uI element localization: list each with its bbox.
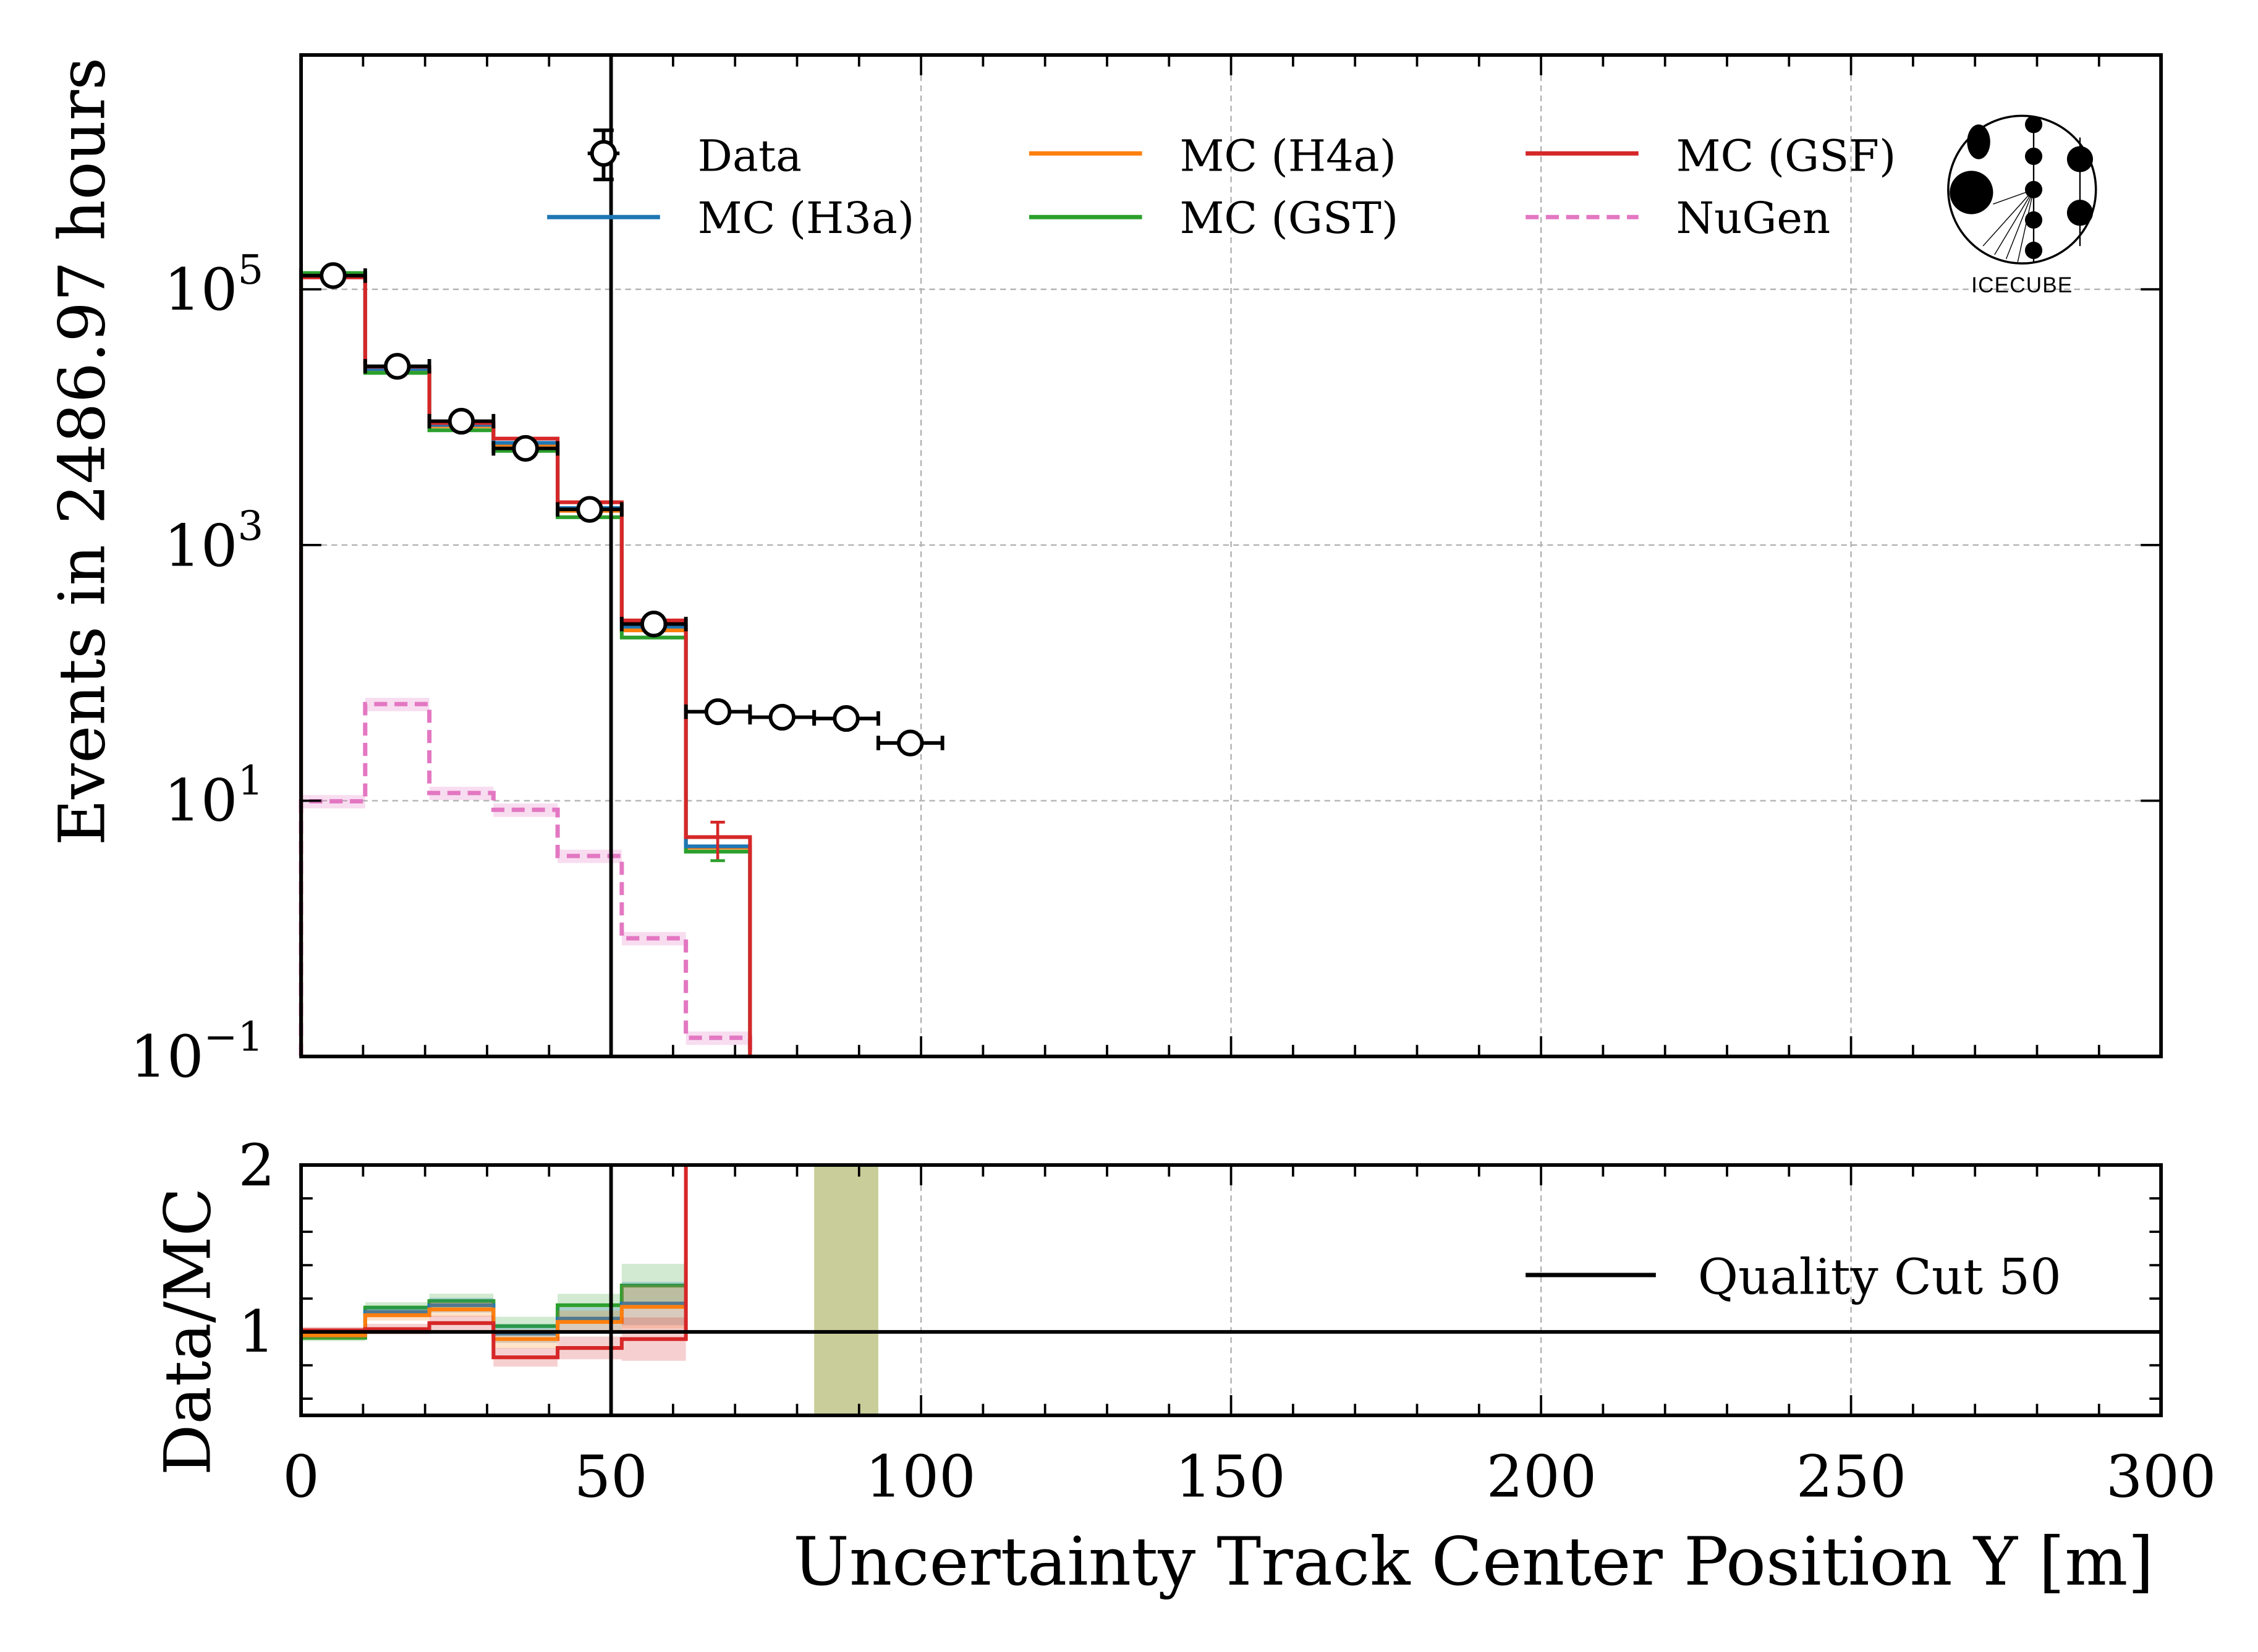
main-legend: Data MC (H3a) MC (H4a) MC (GST) MC (GSF)… [547,128,1896,244]
uncertainty-band [429,786,494,800]
ratio-grid [610,1165,1852,1416]
ratio-y-axis-label: Data/MC [151,1187,226,1475]
data-point [704,698,732,726]
data-point [512,434,539,462]
legend-label: MC (H3a) [698,193,915,244]
ratio-legend: Quality Cut 50 [1526,1248,2061,1305]
legend-entry-nugen: NuGen [1526,193,1830,244]
x-tick-label: 250 [1796,1443,1907,1510]
legend-label: MC (GST) [1179,193,1398,244]
legend-label: MC (H4a) [1179,130,1396,181]
data-point [640,611,668,638]
main-y-tick-labels: 10−1 101 103 105 [130,247,263,1091]
data-point [768,703,796,731]
ratio-y-tick-label: 2 [238,1132,275,1200]
x-tick-label: 100 [865,1443,976,1510]
y-tick-label: 105 [164,247,263,324]
main-y-axis-label: Events in 2486.97 hours [46,57,120,845]
x-axis-label: Uncertainty Track Center Position Y [m] [793,1523,2154,1601]
main-marks [299,54,944,1057]
x-tick-label: 150 [1175,1443,1286,1510]
x-tick-label: 0 [282,1443,320,1510]
legend-entry-gsf: MC (GSF) [1526,130,1896,181]
uncertainty-band [493,803,558,817]
legend-entry-data: Data [587,128,802,181]
legend-label: NuGen [1676,193,1831,244]
data-point [833,705,860,732]
data-point [448,407,475,435]
ratio-step-mc-gsf- [301,1165,688,1360]
legend-label: MC (GSF) [1676,130,1896,181]
y-tick-label: 10−1 [130,1014,263,1091]
legend-entry-h3a: MC (H3a) [547,193,914,244]
icecube-logo: IceCube [1947,114,2097,297]
logo-text: IceCube [1971,273,2073,297]
x-tick-labels: 0 50 100 150 200 250 300 [282,1443,2216,1510]
data-point [576,496,603,523]
x-tick-label: 200 [1486,1443,1597,1510]
data-point [384,352,411,380]
data-point [897,729,924,756]
highlight-band [814,1165,878,1416]
x-tick-label: 300 [2106,1443,2217,1510]
legend-entry-gst: MC (GST) [1029,193,1398,244]
ratio-y-tick-label: 1 [238,1298,275,1366]
legend-label: Data [698,130,802,181]
data-point [320,262,347,289]
ratio-marks [301,1165,2162,1416]
legend-entry-h4a: MC (H4a) [1029,130,1396,181]
legend-label: Quality Cut 50 [1698,1248,2061,1305]
mc-step-nugen [299,701,752,1057]
axes [299,53,2163,1418]
y-tick-label: 101 [164,758,263,835]
x-tick-label: 50 [574,1443,648,1510]
y-tick-label: 103 [164,502,263,580]
